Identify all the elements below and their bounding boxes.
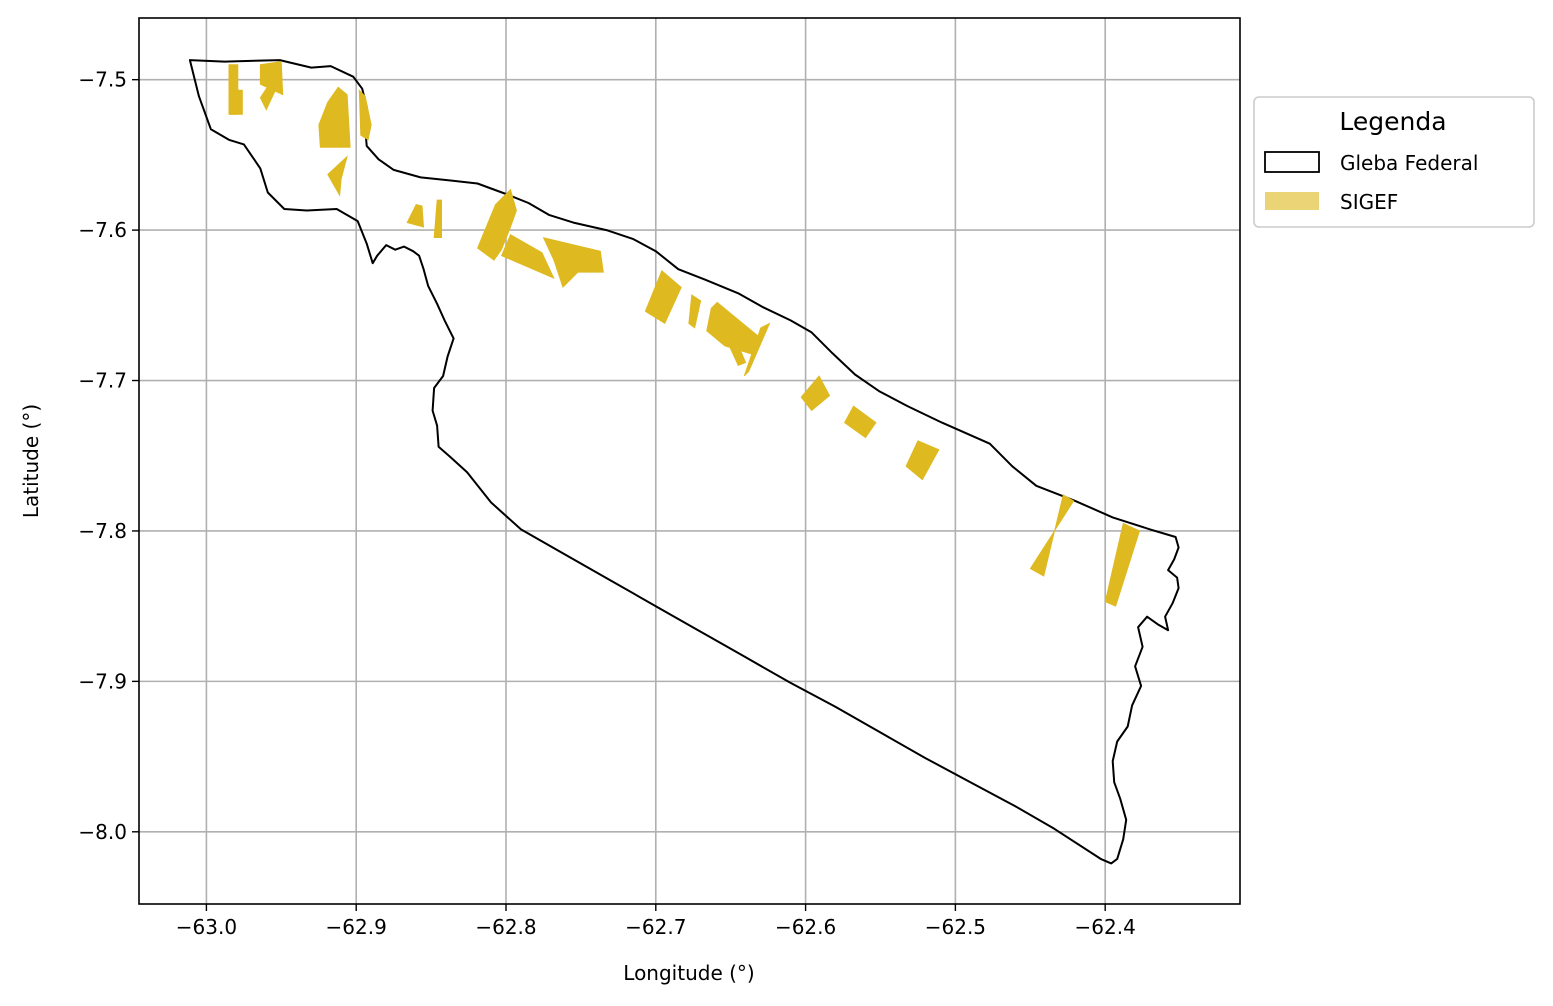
x-tick-label: −62.6 xyxy=(775,915,836,939)
legend-box xyxy=(1253,96,1535,228)
sigef-parcel xyxy=(542,237,604,289)
legend: Legenda Gleba Federal SIGEF xyxy=(1253,96,1535,228)
legend-title: Legenda xyxy=(1339,107,1446,136)
gleba-federal-boundary xyxy=(188,59,1180,865)
sigef-parcel xyxy=(318,86,351,148)
x-tick-label: −63.0 xyxy=(176,915,237,939)
map-frame xyxy=(138,17,1241,905)
sigef-parcels xyxy=(228,61,1141,607)
legend-swatch-gleba-federal xyxy=(1264,151,1320,173)
x-tick-label: −62.8 xyxy=(475,915,536,939)
x-tick-label: −62.9 xyxy=(326,915,387,939)
sigef-parcel xyxy=(905,440,940,481)
sigef-parcel xyxy=(327,155,348,197)
sigef-parcel xyxy=(500,234,555,279)
grid xyxy=(139,18,1240,904)
x-tick-label: −62.7 xyxy=(625,915,686,939)
sigef-parcel xyxy=(800,375,831,412)
y-tick-label: −7.6 xyxy=(78,218,127,242)
sigef-parcel xyxy=(721,319,747,367)
axis-ticks: −63.0 −62.9 −62.8 −62.7 −62.6 −62.5 −62.4 −7.5 −… xyxy=(78,68,1135,939)
y-axis-label: Latitude (°) xyxy=(19,404,43,518)
sigef-parcel xyxy=(843,405,877,439)
sigef-parcel xyxy=(644,270,682,324)
y-tick-label: −7.5 xyxy=(78,68,127,92)
y-tick-label: −7.8 xyxy=(78,519,127,543)
sigef-parcel xyxy=(433,199,443,239)
x-tick-label: −62.5 xyxy=(925,915,986,939)
x-tick-label: −62.4 xyxy=(1075,915,1136,939)
y-tick-label: −7.9 xyxy=(78,669,127,693)
sigef-parcel xyxy=(229,89,243,115)
sigef-parcel xyxy=(259,83,279,111)
sigef-parcel xyxy=(743,322,771,377)
legend-label-sigef: SIGEF xyxy=(1340,190,1398,214)
sigef-parcel xyxy=(1104,522,1141,607)
y-tick-label: −7.7 xyxy=(78,369,127,393)
y-tick-label: −8.0 xyxy=(78,820,127,844)
sigef-parcel xyxy=(406,204,425,228)
x-axis-label: Longitude (°) xyxy=(623,961,754,985)
sigef-parcel xyxy=(1029,494,1075,577)
sigef-parcel xyxy=(358,89,372,141)
legend-swatch-sigef xyxy=(1265,192,1319,210)
sigef-parcel xyxy=(477,188,517,261)
gleba-federal-polygon xyxy=(188,59,1180,865)
legend-label-gleba-federal: Gleba Federal xyxy=(1340,151,1478,175)
sigef-parcel xyxy=(688,294,702,329)
